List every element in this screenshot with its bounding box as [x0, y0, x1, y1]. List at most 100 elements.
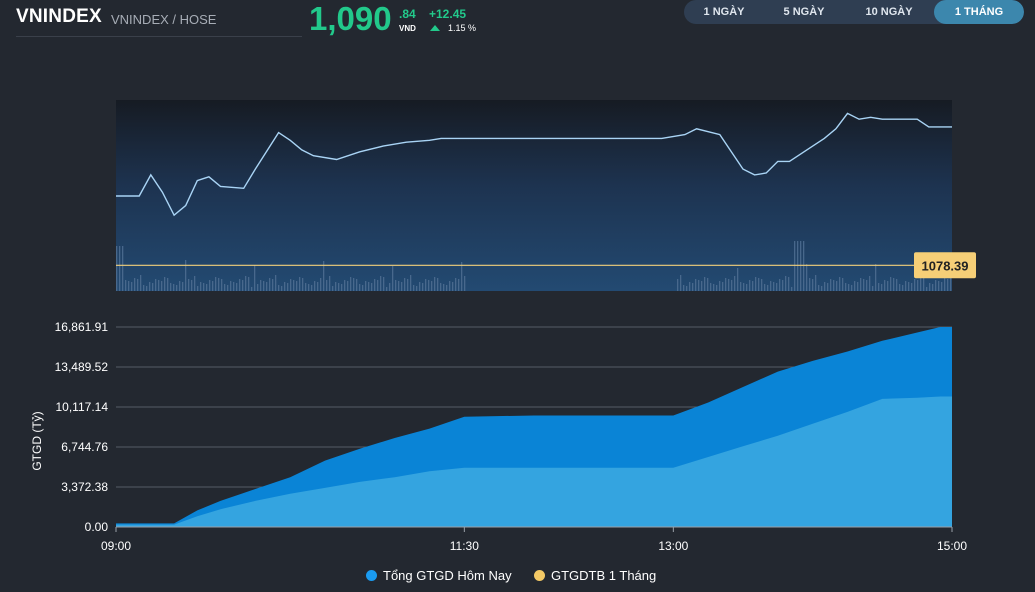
volume-bar [743, 283, 745, 291]
price-decimal: .84 [399, 7, 416, 21]
volume-bar [266, 282, 268, 291]
volume-bar [233, 282, 235, 291]
volume-bar [245, 276, 247, 291]
volume-bar [869, 276, 871, 291]
volume-bar [764, 284, 766, 291]
volume-bar [941, 282, 943, 291]
tab-1-day[interactable]: 1 NGÀY [703, 6, 745, 18]
volume-bar [893, 278, 895, 291]
volume-bar [881, 284, 883, 291]
volume-bar [182, 282, 184, 291]
volume-bar [314, 281, 316, 291]
volume-bar [272, 279, 274, 291]
volume-bar [725, 278, 727, 291]
volume-bar [137, 279, 139, 291]
volume-bar [809, 278, 811, 291]
volume-bar [863, 279, 865, 291]
volume-bar [392, 266, 394, 291]
volume-bar [701, 281, 703, 291]
volume-bar [440, 283, 442, 291]
volume-bar [761, 279, 763, 291]
volume-bar [704, 277, 706, 291]
volume-bar [149, 282, 151, 291]
volume-bar [428, 280, 430, 291]
volume-bar [749, 280, 751, 291]
volume-bar [146, 286, 148, 291]
volume-bar [419, 282, 421, 291]
volume-bar [239, 279, 241, 291]
volume-bar [713, 284, 715, 291]
volume-bar [281, 286, 283, 291]
volume-bar [227, 285, 229, 291]
volume-bar [902, 285, 904, 291]
price-integer: 1,090 [309, 0, 392, 37]
y-tick-label: 6,744.76 [61, 440, 108, 454]
volume-bar [359, 284, 361, 291]
volume-bar [329, 276, 331, 291]
volume-bar [332, 286, 334, 291]
volume-bar [812, 279, 814, 291]
volume-bar [347, 281, 349, 291]
tab-5-days[interactable]: 5 NGÀY [783, 6, 825, 18]
area-series-avg [116, 396, 952, 527]
volume-bar [323, 261, 325, 291]
volume-bar [752, 281, 754, 291]
volume-bar [383, 277, 385, 291]
volume-bar [176, 285, 178, 291]
volume-bar [179, 281, 181, 291]
volume-bar [158, 280, 160, 291]
volume-bar [926, 287, 928, 291]
volume-bar [455, 278, 457, 291]
volume-bar [353, 278, 355, 291]
volume-bar [890, 277, 892, 291]
volume-bar [410, 275, 412, 291]
volume-bar [839, 277, 841, 291]
volume-bar [803, 241, 805, 291]
volume-bar [887, 281, 889, 291]
volume-bar [914, 279, 916, 291]
volume-bar [260, 280, 262, 291]
volume-bar [842, 278, 844, 291]
volume-bar [719, 281, 721, 291]
volume-bar [284, 282, 286, 291]
volume-bar [776, 283, 778, 291]
volume-bar [794, 241, 796, 291]
price-panel-background [116, 100, 952, 291]
tab-1-month[interactable]: 1 THÁNG [934, 0, 1024, 24]
volume-bar [197, 286, 199, 291]
trading-value-panel: 0.00 3,372.38 6,744.76 10,117.14 13,489.52 16… [30, 320, 967, 553]
volume-bar [767, 285, 769, 291]
volume-bar [278, 285, 280, 291]
volume-bar [209, 280, 211, 291]
volume-bar [878, 283, 880, 291]
volume-bar [824, 282, 826, 291]
volume-bar [821, 286, 823, 291]
currency-label: VND [399, 24, 416, 33]
volume-bar [422, 283, 424, 291]
legend-label-avg: GTGDTB 1 Tháng [551, 568, 657, 583]
volume-bar [851, 285, 853, 291]
y-tick-label: 3,372.38 [61, 480, 108, 494]
tab-10-days[interactable]: 10 NGÀY [865, 6, 913, 18]
volume-bar [866, 280, 868, 291]
volume-bar [947, 279, 949, 291]
volume-bar [236, 283, 238, 291]
volume-bar [188, 279, 190, 291]
volume-bar [782, 280, 784, 291]
volume-bar [854, 281, 856, 291]
legend-item-today[interactable]: Tổng GTGD Hôm Nay [366, 566, 512, 586]
volume-bar [758, 278, 760, 291]
volume-bar [458, 279, 460, 291]
x-tick-label: 11:30 [450, 539, 479, 553]
legend-item-avg[interactable]: GTGDTB 1 Tháng [534, 566, 656, 586]
volume-bar [464, 276, 466, 291]
volume-bar [932, 284, 934, 291]
timeframe-tabs: 1 NGÀY 5 NGÀY 10 NGÀY 1 THÁNG [684, 0, 1024, 24]
volume-bar [371, 283, 373, 291]
volume-bar [818, 285, 820, 291]
reference-label: 1078.39 [922, 258, 969, 273]
volume-bar [338, 283, 340, 291]
volume-bar [836, 281, 838, 291]
volume-bars [116, 241, 952, 291]
